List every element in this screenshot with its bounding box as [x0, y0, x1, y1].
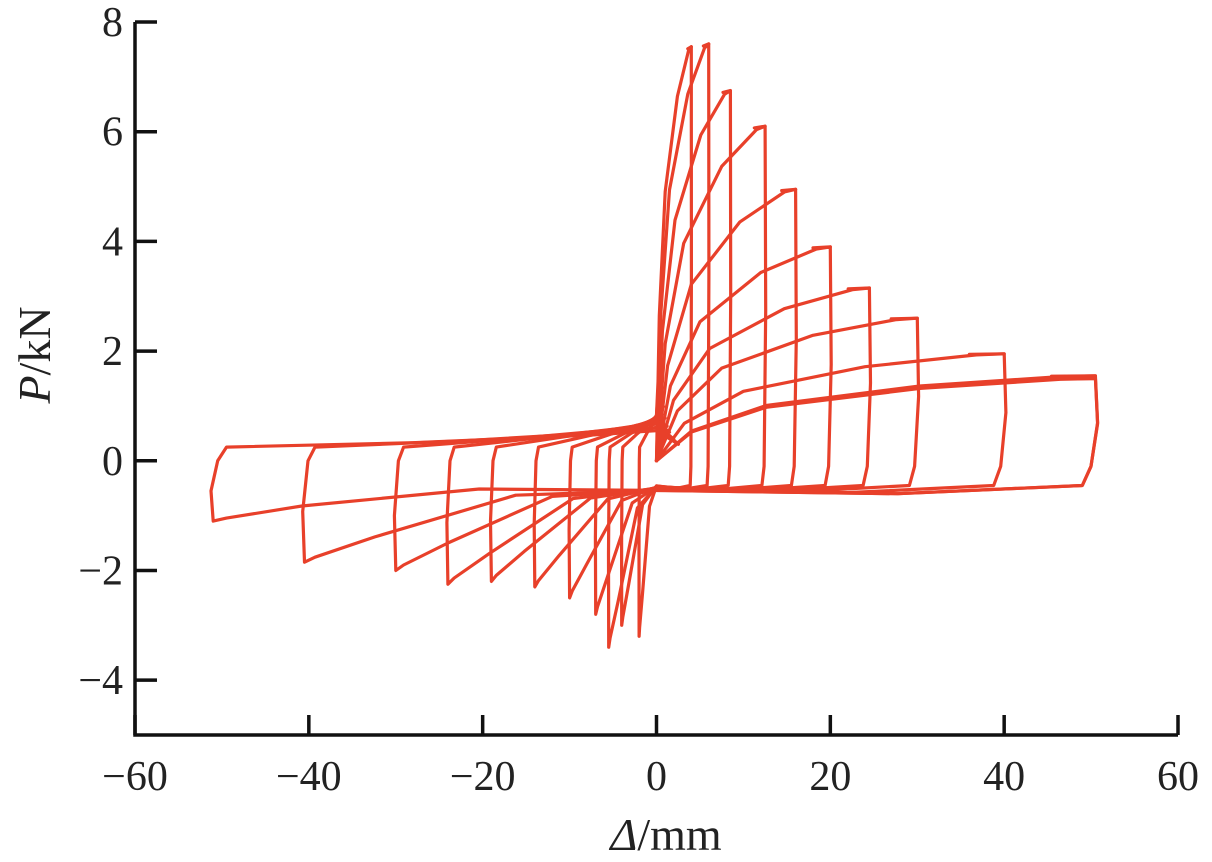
y-axis-title: P/kN [9, 306, 60, 404]
x-tick-label: −40 [276, 754, 342, 800]
loop-peak [813, 247, 830, 248]
y-axis-symbol: P [9, 375, 60, 404]
series-group [211, 44, 1098, 647]
x-axis-unit: /mm [637, 809, 722, 857]
x-tick-label: −60 [102, 754, 168, 800]
y-tick-label: 6 [102, 110, 123, 156]
y-tick-label: 2 [102, 329, 123, 375]
x-axis-symbol: Δ [608, 809, 637, 857]
y-tick-label: −4 [78, 658, 123, 704]
x-tick-label: 20 [809, 754, 851, 800]
y-tick-label: 4 [102, 219, 123, 265]
hysteresis-loop [303, 376, 1098, 562]
x-axis-title: Δ/mm [608, 809, 722, 857]
loop-peak [969, 354, 1004, 355]
x-tick-label: 60 [1157, 754, 1199, 800]
y-axis-unit: /kN [9, 306, 60, 375]
y-tick-label: 0 [102, 439, 123, 485]
x-tick-label: 0 [646, 754, 667, 800]
loop-peak [723, 91, 730, 93]
y-tick-label: −2 [78, 548, 123, 594]
loop-peak [688, 47, 692, 49]
x-tick-label: −20 [450, 754, 516, 800]
hysteresis-loop [609, 91, 731, 648]
loop-peak [703, 44, 708, 46]
hysteresis-loop [534, 247, 831, 587]
loop-peak [891, 318, 917, 319]
loop-peak [754, 126, 765, 128]
loop-peak [848, 288, 869, 289]
x-tick-label: 40 [983, 754, 1025, 800]
hysteresis-loop [211, 379, 1098, 522]
y-tick-label: 8 [102, 0, 123, 46]
loop-peak [782, 189, 796, 190]
